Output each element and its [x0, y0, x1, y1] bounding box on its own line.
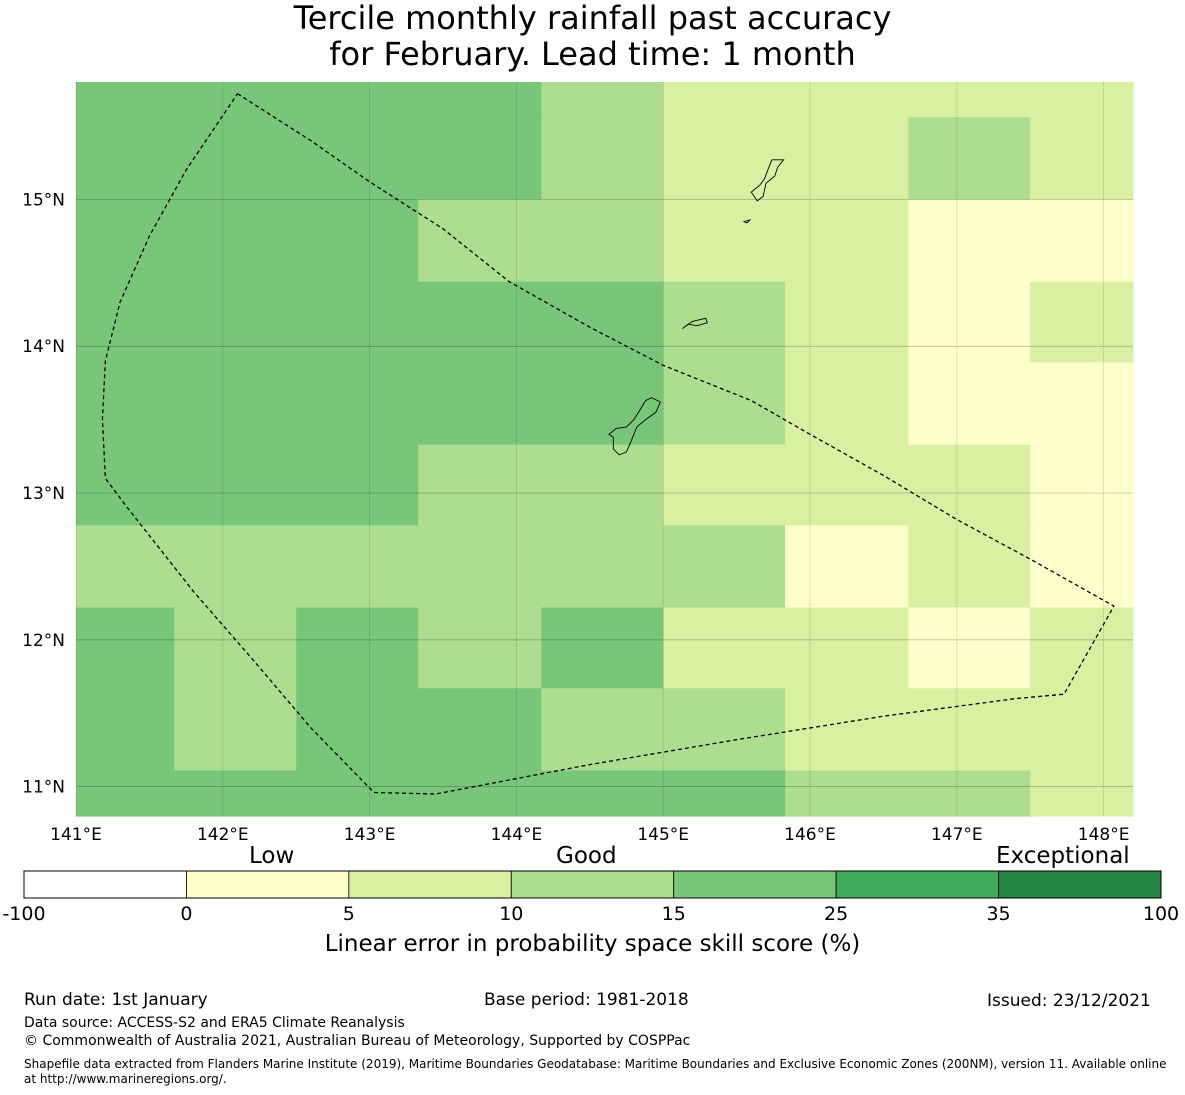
tinian-saipan-island-icon [750, 159, 785, 202]
data-source: Data source: ACCESS-S2 and ERA5 Climate … [24, 1015, 405, 1031]
skill-grid-cells [76, 82, 1134, 817]
shapefile-credit: Shapefile data extracted from Flanders M… [24, 1057, 1167, 1086]
skill-cell [76, 82, 297, 118]
skill-cell [663, 281, 786, 446]
colorbar-tick-label: 10 [499, 903, 523, 925]
colorbar-frame [23, 870, 1162, 899]
skill-cell [296, 607, 419, 689]
skill-cell [76, 525, 664, 609]
lon-tick-label: 141°E [50, 825, 102, 845]
skill-cell [174, 688, 297, 772]
colorbar-segment [673, 870, 837, 899]
skill-cell [76, 199, 419, 283]
lat-tick-label: 11°N [22, 778, 65, 798]
copyright: © Commonwealth of Australia 2021, Austra… [24, 1033, 691, 1049]
skill-cell [1030, 607, 1134, 689]
skill-cell [663, 525, 786, 609]
skill-cell [663, 444, 1031, 526]
run-date: Run date: 1st January [24, 990, 208, 1010]
colorbar-tick-label: 35 [986, 903, 1010, 925]
colorbar-segment [835, 870, 999, 899]
lon-tick-label: 142°E [197, 825, 249, 845]
skill-cell [541, 688, 786, 772]
skill-cell [76, 607, 175, 689]
colorbar-tick-label: 25 [824, 903, 848, 925]
lat-tick-label: 12°N [22, 631, 65, 651]
colorbar-tick-label: 0 [180, 903, 192, 925]
lon-tick-label: 145°E [637, 825, 689, 845]
map-title-line2: for February. Lead time: 1 month [329, 35, 856, 73]
skill-cell [663, 607, 909, 689]
skill-cell [663, 82, 1134, 118]
skill-cell [174, 607, 297, 689]
skill-cell [785, 770, 1031, 817]
lon-tick-label: 144°E [491, 825, 543, 845]
skill-cell [785, 688, 1134, 772]
skill-cell [76, 117, 542, 201]
colorbar-segment [348, 870, 512, 899]
skill-cell [541, 607, 664, 689]
colorbar-segment [510, 870, 675, 899]
skill-cell [418, 199, 664, 283]
graticule-lines [75, 82, 1133, 816]
skill-cell [541, 117, 664, 201]
colorbar-segment [23, 870, 187, 899]
colorbar-good-label: Good [556, 843, 617, 869]
eez-dashed-line [101, 93, 1115, 795]
skill-cell [908, 281, 1031, 446]
skill-cell [908, 607, 1031, 689]
colorbar-low-label: Low [249, 843, 295, 869]
issued-date: Issued: 23/12/2021 [987, 991, 1151, 1011]
colorbar-tick-label: 100 [1143, 903, 1179, 925]
colorbar-exceptional-label: Exceptional [996, 843, 1130, 869]
skill-cell [296, 82, 542, 118]
lon-tick-label: 143°E [344, 825, 396, 845]
rota-island-icon [682, 317, 708, 329]
aguijan-island-icon [742, 219, 752, 224]
skill-cell [908, 525, 1031, 609]
colorbar-tick-label: -100 [2, 903, 45, 925]
colorbar-segment [998, 870, 1162, 899]
skill-cell [908, 199, 1134, 283]
colorbar-title: Linear error in probability space skill … [324, 931, 861, 957]
skill-cell [1030, 770, 1134, 817]
colorbar: -100 0 5 10 15 25 35 100 [2, 870, 1179, 925]
skill-cell [76, 281, 664, 446]
skill-cell [1030, 525, 1134, 609]
skill-cell [296, 688, 542, 772]
map-axis-labels: 141°E 142°E 143°E 144°E 145°E 146°E 147°E 148°E… [22, 190, 1129, 845]
skill-cell [663, 199, 909, 283]
skill-cell [76, 688, 175, 772]
colorbar-segment [186, 870, 350, 899]
skill-cell [1030, 444, 1134, 526]
guam-island-icon [608, 397, 661, 456]
skill-cell [663, 117, 909, 201]
colorbar-tick-label: 15 [662, 903, 686, 925]
lat-tick-label: 13°N [22, 484, 65, 504]
skill-cell [908, 117, 1031, 201]
skill-cell [1030, 117, 1134, 201]
skill-cell [541, 82, 664, 118]
lon-tick-label: 148°E [1078, 825, 1130, 845]
lat-tick-label: 15°N [22, 190, 65, 210]
islands [608, 159, 785, 456]
skill-cell [418, 607, 542, 689]
skill-cell [1030, 281, 1134, 363]
skill-cell [785, 525, 909, 609]
base-period: Base period: 1981-2018 [484, 990, 689, 1010]
skill-cell [418, 444, 664, 526]
colorbar-tick-label: 5 [343, 903, 355, 925]
lon-tick-label: 147°E [931, 825, 983, 845]
skill-cell [76, 444, 419, 526]
map-title-line1: Tercile monthly rainfall past accuracy [293, 0, 892, 37]
lon-tick-label: 146°E [784, 825, 836, 845]
skill-cell [1030, 362, 1134, 446]
skill-cell [785, 281, 909, 446]
eez-boundary [101, 93, 1115, 795]
lat-tick-label: 14°N [22, 337, 65, 357]
